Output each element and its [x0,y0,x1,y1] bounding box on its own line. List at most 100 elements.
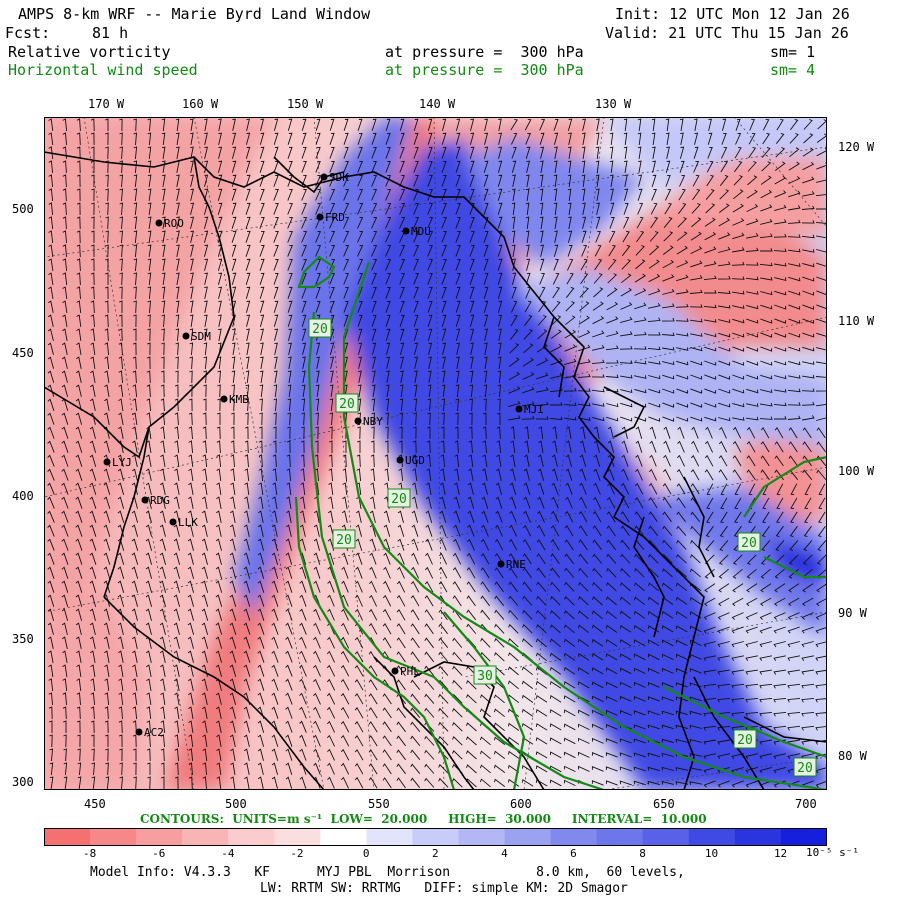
wind-barb [162,216,166,229]
wind-barb [413,132,419,145]
wind-barb [202,706,208,719]
contour-label-box [733,729,757,749]
coastline [44,151,827,790]
wind-barb [229,580,237,593]
wind-barb [469,398,473,412]
wind-barb [49,762,54,776]
wind-barb [299,706,307,719]
wind-barb [816,347,827,351]
wind-barb [633,639,646,647]
wind-barb [91,762,96,776]
wind-barb [481,510,489,523]
wind-barb [634,317,647,323]
wind-barb [174,398,179,412]
wind-barb [480,567,490,579]
wind-barb [746,291,759,295]
wind-barb [62,314,68,327]
wind-barb [91,216,95,230]
wind-barb [441,384,446,397]
wind-barb [469,132,475,145]
wind-barb [803,540,813,552]
wind-barb [469,216,475,229]
wind-barb [776,497,784,510]
wind-barb [132,706,138,720]
wind-barb [455,300,461,313]
wind-barb [132,734,137,748]
wind-barb [62,300,68,313]
wind-barb [424,595,434,607]
wind-barb [745,262,759,266]
wind-barb [552,440,558,453]
wind-barb [689,318,703,323]
wind-barb [201,566,209,579]
wind-barb [300,496,306,509]
wind-barb [410,693,421,704]
wind-barb [385,412,389,426]
wind-barb [316,342,321,355]
wind-barb [118,314,123,328]
wind-barb [145,524,153,537]
wind-barb [719,426,727,439]
wind-barb [105,230,109,244]
wind-barb [146,692,152,705]
wind-barb [287,300,293,313]
wind-barb [746,332,759,338]
wind-barb [230,776,236,789]
wind-barb [244,482,250,495]
wind-barb [355,552,363,565]
wind-barb [176,216,180,229]
wind-barb [591,780,604,786]
wind-barb [661,710,674,716]
wind-barb [508,371,520,381]
wind-barb [271,552,279,565]
wind-barb [704,319,717,323]
wind-barb [484,118,488,131]
wind-barb [790,118,799,131]
wind-barb [577,723,590,731]
wind-barb [288,342,292,355]
wind-barb [510,454,516,467]
wind-barb [563,681,576,689]
wind-barb [760,318,773,324]
wind-barb [540,146,545,159]
wind-barb [273,286,279,299]
colorbar-swatch [228,828,275,846]
wind-barb [455,314,461,327]
wind-barb [815,698,827,703]
wind-barb [257,650,265,663]
wind-barb [358,356,362,369]
wind-barb [690,388,703,394]
wind-barb [704,217,716,227]
wind-barb [522,581,533,592]
wind-barb [89,622,96,635]
wind-barb [577,709,590,717]
wind-barb [815,626,827,634]
wind-barb [147,314,151,328]
wind-barb [693,160,700,173]
wind-barb [578,315,590,325]
wind-barb [648,511,658,523]
wind-barb [259,258,265,271]
wind-barb [189,370,193,384]
wind-barb [594,244,602,257]
wind-barb [132,720,137,734]
wind-barb [802,304,815,310]
wind-barb [133,328,137,341]
wind-barb [273,202,279,215]
wind-barb [245,258,251,271]
wind-barb [494,567,504,579]
wind-barb [564,553,574,565]
wind-barb [173,664,180,677]
wind-barb [647,724,660,730]
wind-barb [315,384,320,397]
lon-label-top: 160 W [182,97,219,111]
wind-barb [315,258,321,271]
wind-barb [703,275,717,281]
wind-barb [190,160,194,173]
wind-barb [62,230,67,244]
wind-barb [788,190,801,198]
wind-barb [257,734,265,747]
wind-barb [774,204,787,212]
wind-barb [703,766,716,774]
wind-barb [244,468,250,482]
